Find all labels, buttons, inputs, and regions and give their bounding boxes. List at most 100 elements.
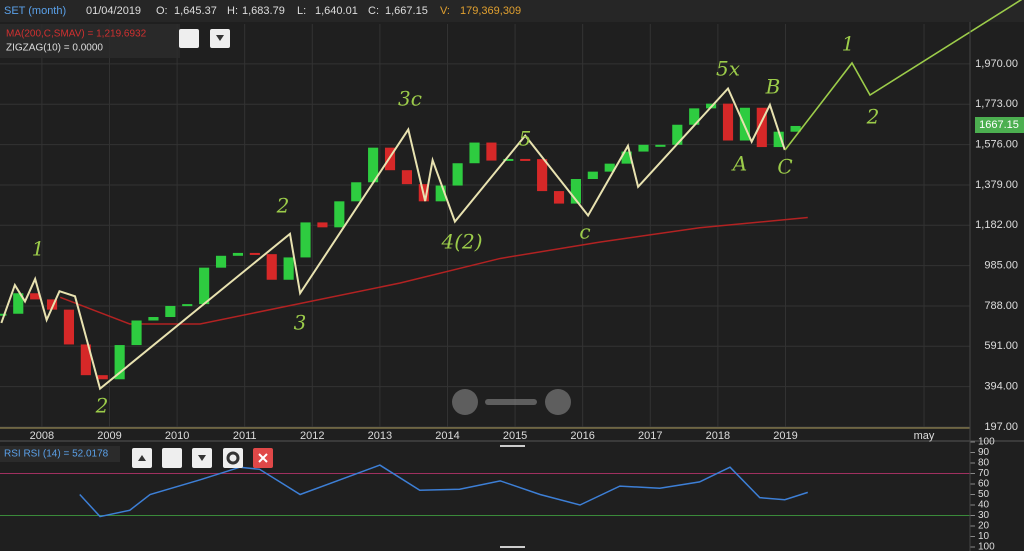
projection [784, 0, 1023, 151]
candle [537, 159, 548, 192]
candle [148, 317, 159, 321]
candle [182, 304, 193, 307]
y-tick-label: 394.00 [984, 381, 1018, 393]
price-tag-label: 1667.15 [979, 119, 1019, 131]
header-bar [0, 0, 1024, 22]
symbol: SET (month) [4, 5, 66, 17]
candle [469, 142, 480, 164]
rsi-tick-label: 80 [978, 458, 990, 469]
candle [0, 313, 7, 316]
y-tick-label: 985.00 [984, 260, 1018, 272]
annotation: c [579, 220, 590, 244]
expand-button[interactable] [162, 448, 182, 468]
rsi-legend-box [0, 446, 120, 462]
price-tag [975, 117, 1024, 133]
x-tick-label: 2013 [368, 430, 392, 442]
candle [80, 344, 91, 376]
value: 179,369,309 [460, 5, 521, 17]
icon [226, 451, 240, 465]
candle [773, 131, 784, 148]
annotation: 2 [276, 194, 290, 218]
y-tick-label: 1,970.00 [975, 58, 1018, 70]
x-tick-label: 2017 [638, 430, 662, 442]
rsi-tick-label: 90 [978, 447, 990, 458]
annotation: 5 [519, 127, 532, 151]
candle [655, 144, 666, 147]
ma-line [59, 216, 808, 325]
icon [216, 35, 224, 41]
x-tick-label: may [914, 430, 935, 442]
value: 1,645.37 [174, 5, 217, 17]
candle [520, 158, 531, 161]
rsi-line [79, 464, 808, 518]
icon [258, 453, 268, 463]
x-tick-label: 2011 [233, 430, 257, 442]
y-tick-label: 788.00 [984, 300, 1018, 312]
rsi-tick-label: 30 [978, 510, 990, 521]
y-tick-label: 1,576.00 [975, 139, 1018, 151]
candle [553, 191, 565, 204]
x-tick-label: 2018 [706, 430, 730, 442]
candle [570, 179, 581, 204]
date: 01/04/2019 [86, 5, 141, 17]
annotation: 1 [32, 237, 45, 261]
value: 1,640.01 [315, 5, 358, 17]
candle [587, 171, 598, 180]
rsi-tick-label: 40 [978, 500, 990, 511]
candle [401, 170, 412, 185]
expand-button[interactable] [179, 29, 199, 48]
rsi-tick-label: 20 [978, 521, 990, 532]
candle [114, 345, 125, 380]
rsi-tick-label: 70 [978, 468, 990, 479]
label: V: [440, 5, 450, 17]
candle [300, 222, 311, 258]
zoom-out[interactable] [452, 389, 478, 415]
legend-zigzag: ZIGZAG(10) = 0.0000 [6, 43, 103, 54]
y-tick-label: 197.00 [984, 421, 1018, 433]
candle [249, 252, 260, 255]
candle [266, 254, 277, 280]
x-tick-label: 2015 [503, 430, 527, 442]
label: O: [156, 5, 168, 17]
candle [384, 147, 396, 171]
icon [138, 455, 206, 461]
annotation: B [765, 75, 781, 99]
x-tick-label: 2008 [30, 430, 54, 442]
settings-button[interactable] [223, 448, 243, 468]
x-tick-label: 2016 [570, 430, 594, 442]
plot [0, 86, 808, 518]
candle [722, 103, 734, 141]
candle [672, 124, 683, 145]
rsi-tick-label: 50 [978, 489, 990, 500]
candle [503, 158, 514, 161]
candle [317, 222, 328, 228]
candle [486, 142, 497, 161]
annotation: 4(2) [440, 230, 482, 254]
candle [131, 320, 142, 346]
zoom-in[interactable] [545, 389, 571, 415]
candle [283, 257, 294, 280]
candle [452, 163, 463, 186]
label: L: [297, 5, 306, 17]
zoom-slider[interactable] [485, 399, 537, 405]
legend-ma: MA(200,C,SMAV) = 1,219.6932 [6, 29, 147, 40]
candle [638, 144, 649, 152]
candle [351, 182, 362, 202]
annotation: 2 [866, 105, 880, 129]
candle [46, 299, 58, 310]
candle [334, 201, 345, 228]
annotation: 3 [294, 311, 307, 335]
label: H: [227, 5, 238, 17]
candle [604, 163, 615, 172]
candle [368, 147, 379, 183]
rsi-tick-label: 100 [978, 542, 995, 551]
annotation: C [777, 155, 792, 179]
candle [790, 125, 801, 132]
annotation: 2 [95, 394, 109, 418]
y-tick-label: 1,773.00 [975, 98, 1018, 110]
candle [756, 107, 767, 148]
candle [435, 185, 446, 202]
x-tick-label: 2019 [773, 430, 797, 442]
